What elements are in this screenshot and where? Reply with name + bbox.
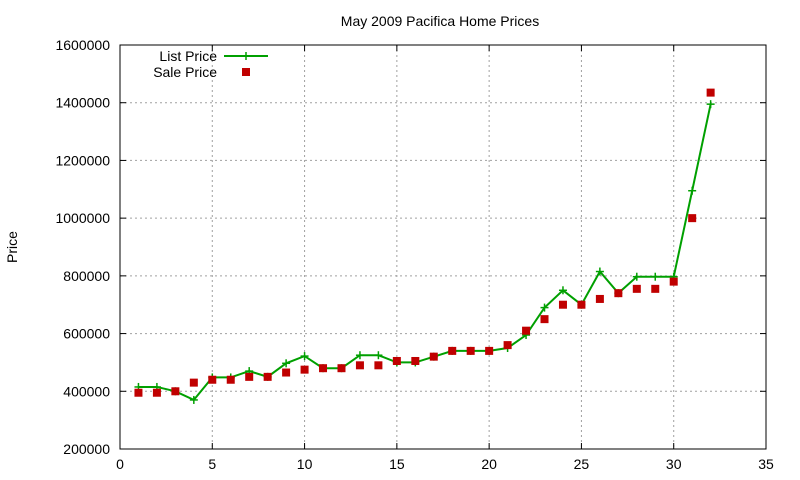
list-price-point (282, 359, 291, 368)
plot-frame (119, 44, 767, 450)
sale-price-point (688, 214, 697, 223)
x-tick-label: 10 (297, 456, 313, 472)
list-price-point (595, 267, 604, 276)
sale-price-point (706, 88, 715, 97)
sale-price-point (411, 356, 420, 365)
sale-price-point (392, 356, 401, 365)
sale-price-point (632, 284, 641, 293)
sale-price-point (134, 388, 143, 397)
series (134, 88, 715, 404)
list-price-point (688, 186, 697, 195)
y-tick-label: 600000 (63, 326, 110, 342)
y-tick-label: 800000 (63, 268, 110, 284)
list-price-point (632, 272, 641, 281)
sale-price-point (226, 375, 235, 384)
sale-price-point (208, 375, 217, 384)
list-price-line (138, 103, 712, 402)
y-tick-label: 400000 (63, 383, 110, 399)
sale-price-point (577, 300, 586, 309)
list-price-point (374, 351, 383, 360)
sale-price-point (614, 289, 623, 298)
list-price-point (558, 286, 567, 295)
sale-price-point (429, 352, 438, 361)
y-tick-label: 1000000 (55, 210, 110, 226)
y-axis-label: Price (4, 231, 20, 263)
y-tick-label: 1400000 (55, 95, 110, 111)
sale-price-point (152, 388, 161, 397)
sale-price-point (374, 361, 383, 370)
list-price-point (189, 395, 198, 404)
sale-price-point (282, 368, 291, 377)
sale-price-point (522, 326, 531, 335)
x-tick-label: 20 (481, 456, 497, 472)
legend-label: Sale Price (153, 64, 217, 80)
x-tick-label: 0 (116, 456, 124, 472)
axis-ticks: 0 5 10 15 20 25 30 35 200000 400000 600000 800000 10… (55, 37, 774, 472)
sale-price-point (189, 378, 198, 387)
sale-price-point (651, 284, 660, 293)
list-price-point (300, 352, 309, 361)
y-tick-label: 200000 (63, 441, 110, 457)
sale-price-point (595, 294, 604, 303)
sale-price-point (300, 365, 309, 374)
x-tick-label: 15 (389, 456, 405, 472)
list-price-point (355, 351, 364, 360)
x-tick-label: 35 (758, 456, 774, 472)
sale-price-point (669, 277, 678, 286)
grid (120, 45, 766, 449)
sale-price-point (319, 364, 328, 373)
list-price-point (651, 272, 660, 281)
y-tick-label: 1600000 (55, 37, 110, 53)
x-tick-label: 30 (666, 456, 682, 472)
sale-price-point (466, 346, 475, 355)
legend-label: List Price (159, 48, 217, 64)
legend-marker (242, 52, 250, 60)
legend-marker (242, 68, 250, 76)
y-tick-label: 1200000 (55, 152, 110, 168)
sale-price-point (355, 361, 364, 370)
list-price-point (540, 303, 549, 312)
sale-price-point (540, 315, 549, 324)
sale-price-point (337, 364, 346, 373)
sale-price-point (263, 372, 272, 381)
chart-title: May 2009 Pacifica Home Prices (341, 13, 539, 29)
sale-price-point (245, 372, 254, 381)
sale-price-point (558, 300, 567, 309)
x-tick-label: 5 (208, 456, 216, 472)
sale-price-point (485, 346, 494, 355)
sale-price-point (448, 346, 457, 355)
sale-price-point (171, 387, 180, 396)
list-price-point (706, 100, 715, 109)
x-tick-label: 25 (574, 456, 590, 472)
sale-price-point (503, 341, 512, 350)
